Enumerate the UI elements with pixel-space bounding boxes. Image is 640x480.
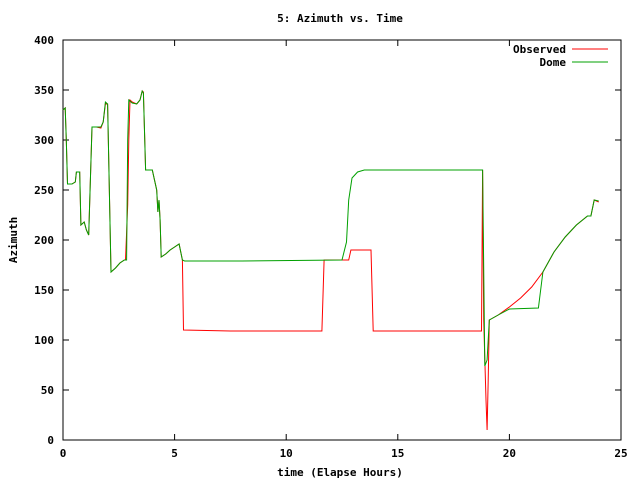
chart-title: 5: Azimuth vs. Time	[277, 12, 403, 25]
x-axis-label: time (Elapse Hours)	[277, 466, 403, 479]
x-tick-label: 15	[391, 447, 404, 460]
y-axis: 0 50 100 150 200 250 300 350 400	[34, 34, 621, 447]
legend-label-dome: Dome	[540, 56, 567, 69]
x-axis: 0 5 10 15 20 25	[60, 40, 628, 460]
y-tick-label: 0	[47, 434, 54, 447]
y-tick-label: 300	[34, 134, 54, 147]
legend-label-observed: Observed	[513, 43, 566, 56]
y-tick-label: 250	[34, 184, 54, 197]
x-tick-label: 20	[503, 447, 516, 460]
y-tick-label: 350	[34, 84, 54, 97]
x-tick-label: 0	[60, 447, 67, 460]
y-tick-label: 100	[34, 334, 54, 347]
x-tick-label: 25	[614, 447, 627, 460]
series-layer	[62, 89, 599, 431]
y-tick-label: 50	[41, 384, 54, 397]
y-tick-label: 150	[34, 284, 54, 297]
x-tick-label: 5	[171, 447, 178, 460]
y-tick-label: 400	[34, 34, 54, 47]
x-tick-label: 10	[280, 447, 293, 460]
series-line-dome	[62, 89, 599, 367]
y-tick-label: 200	[34, 234, 54, 247]
y-axis-label: Azimuth	[7, 217, 20, 263]
